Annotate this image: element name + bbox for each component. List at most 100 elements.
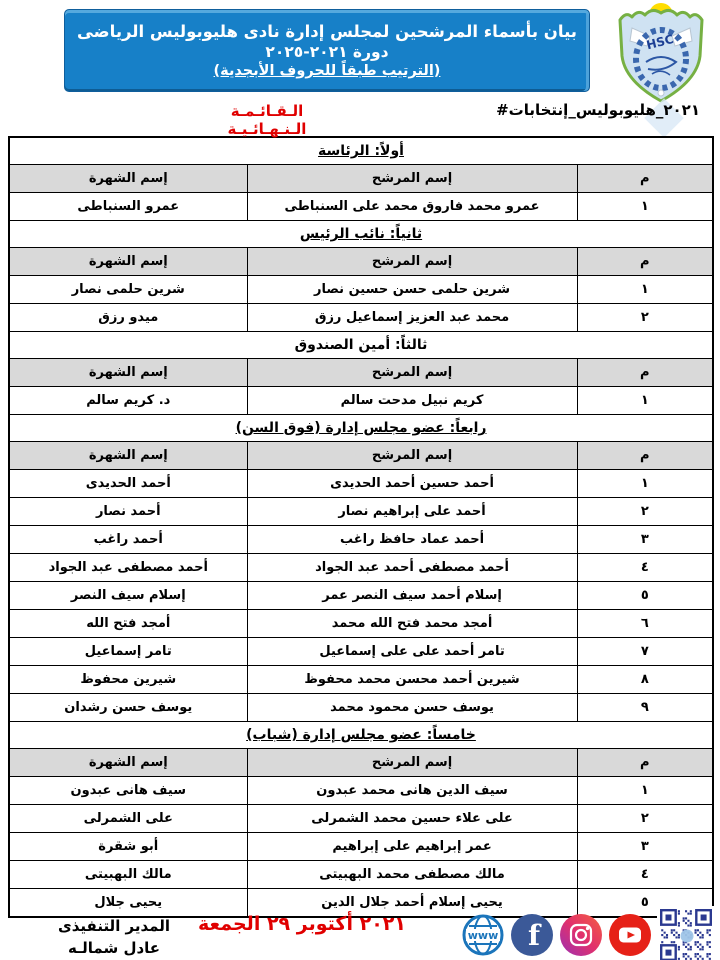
known-as-cell: د. كريم سالم	[8, 386, 248, 415]
section-title: ثانياً: نائب الرئيس	[8, 220, 714, 248]
candidate-name-cell: عمرو محمد فاروق محمد على السنباطى	[246, 192, 578, 221]
candidates-table: أولاً: الرئاسة م إسم المرشح إسم الشهرة ١ عمرو…	[8, 136, 715, 918]
serial-cell: ٣	[576, 525, 714, 554]
date-label: الجمعة ٢٩ أكتوبر ٢٠٢١	[198, 913, 406, 935]
youtube-icon	[608, 913, 652, 957]
serial-cell: ٨	[576, 665, 714, 694]
globe-www-icon: www	[461, 913, 505, 957]
club-logo: HSC	[610, 0, 712, 104]
serial-cell: ٢	[576, 497, 714, 526]
social-icons-row: www f	[461, 906, 715, 960]
section-title-row: ثالثاً: أمين الصندوق	[8, 331, 714, 359]
candidate-row: ١ سيف الدين هانى محمد عبدون سيف هانى عبدون	[8, 776, 714, 805]
banner-line-3: (الترتيب طبقاً للحروف الأبجدية)	[213, 63, 441, 79]
final-list-label: الـقـائـمـة الـنـهـائـيـة	[227, 102, 307, 138]
known-as-cell: شيرين محفوظ	[8, 665, 248, 694]
known-as-cell: عمرو السنباطى	[8, 192, 248, 221]
section-title: أولاً: الرئاسة	[8, 136, 714, 165]
known-as-cell: مالك البهبيتى	[8, 860, 248, 889]
candidate-row: ٥ يحيى إسلام أحمد جلال الدين يحيى جلال	[8, 888, 714, 918]
banner-line-1: بيان بأسماء المرشحين لمجلس إدارة نادى هل…	[76, 22, 577, 41]
candidate-name-cell: أحمد عماد حافظ راغب	[246, 525, 578, 554]
known-as-column-header: إسم الشهرة	[8, 748, 248, 777]
known-as-cell: شرين حلمى نصار	[8, 275, 248, 304]
candidate-row: ٣ أحمد عماد حافظ راغب أحمد راغب	[8, 525, 714, 554]
candidate-name-cell: أحمد حسين أحمد الحديدى	[246, 469, 578, 498]
known-as-cell: تامر إسماعيل	[8, 637, 248, 666]
serial-cell: ٧	[576, 637, 714, 666]
candidate-column-header: إسم المرشح	[246, 441, 578, 470]
serial-cell: ٢	[576, 804, 714, 833]
signature-block: المدير التنفيذى عادل شمالـه	[38, 915, 190, 959]
candidate-name-cell: تامر أحمد على على إسماعيل	[246, 637, 578, 666]
candidate-column-header: إسم المرشح	[246, 164, 578, 193]
section-title-row: أولاً: الرئاسة	[8, 136, 714, 165]
candidate-row: ٨ شيرين أحمد محسن محمد محفوظ شيرين محفوظ	[8, 665, 714, 694]
candidate-column-header: إسم المرشح	[246, 247, 578, 276]
candidate-name-cell: على علاء حسين محمد الشمرلى	[246, 804, 578, 833]
known-as-cell: أمجد فتح الله	[8, 609, 248, 638]
known-as-cell: سيف هانى عبدون	[8, 776, 248, 805]
candidate-name-cell: عمر إبراهيم على إبراهيم	[246, 832, 578, 861]
serial-column-header: م	[576, 358, 714, 387]
candidate-row: ١ أحمد حسين أحمد الحديدى أحمد الحديدى	[8, 469, 714, 498]
known-as-cell: يوسف حسن رشدان	[8, 693, 248, 722]
candidate-row: ٧ تامر أحمد على على إسماعيل تامر إسماعيل	[8, 637, 714, 666]
known-as-cell: أحمد نصار	[8, 497, 248, 526]
signature-name: عادل شمالـه	[67, 939, 161, 957]
serial-column-header: م	[576, 748, 714, 777]
serial-column-header: م	[576, 441, 714, 470]
section-title-row: رابعاً: عضو مجلس إدارة (فوق السن)	[8, 414, 714, 442]
serial-cell: ٥	[576, 581, 714, 610]
candidate-name-cell: يوسف حسن محمود محمد	[246, 693, 578, 722]
column-header-row: م إسم المرشح إسم الشهرة	[8, 247, 714, 276]
candidate-row: ٣ عمر إبراهيم على إبراهيم أبو شقرة	[8, 832, 714, 861]
known-as-cell: أحمد الحديدى	[8, 469, 248, 498]
candidate-row: ٤ مالك مصطفى محمد البهبيتى مالك البهبيتى	[8, 860, 714, 889]
club-logo-monogram: HSC	[645, 32, 675, 52]
column-header-row: م إسم المرشح إسم الشهرة	[8, 441, 714, 470]
serial-cell: ١	[576, 469, 714, 498]
svg-text:www: www	[468, 929, 499, 942]
known-as-column-header: إسم الشهرة	[8, 441, 248, 470]
serial-cell: ٩	[576, 693, 714, 722]
known-as-cell: أحمد مصطفى عبد الجواد	[8, 553, 248, 582]
serial-column-header: م	[576, 164, 714, 193]
section-title: رابعاً: عضو مجلس إدارة (فوق السن)	[8, 414, 714, 442]
candidate-name-cell: أحمد مصطفى أحمد عبد الجواد	[246, 553, 578, 582]
candidate-row: ٢ على علاء حسين محمد الشمرلى على الشمرلى	[8, 804, 714, 833]
candidate-row: ٢ محمد عبد العزيز إسماعيل رزق ميدو رزق	[8, 303, 714, 332]
svg-text:f: f	[528, 919, 542, 952]
instagram-icon	[559, 913, 603, 957]
serial-cell: ١	[576, 776, 714, 805]
banner-line-2: دورة ٢٠٢١-٢٠٢٥	[265, 43, 389, 61]
candidate-row: ٩ يوسف حسن محمود محمد يوسف حسن رشدان	[8, 693, 714, 722]
candidate-row: ٤ أحمد مصطفى أحمد عبد الجواد أحمد مصطفى عب…	[8, 553, 714, 582]
title-banner: بيان بأسماء المرشحين لمجلس إدارة نادى هل…	[64, 9, 590, 92]
known-as-cell: ميدو رزق	[8, 303, 248, 332]
known-as-cell: إسلام سيف النصر	[8, 581, 248, 610]
candidate-name-cell: سيف الدين هانى محمد عبدون	[246, 776, 578, 805]
candidate-row: ٦ أمجد محمد فتح الله محمد أمجد فتح الله	[8, 609, 714, 638]
serial-cell: ١	[576, 275, 714, 304]
known-as-cell: أحمد راغب	[8, 525, 248, 554]
candidate-column-header: إسم المرشح	[246, 358, 578, 387]
serial-cell: ٣	[576, 832, 714, 861]
candidate-row: ٥ إسلام أحمد سيف النصر عمر إسلام سيف النصر	[8, 581, 714, 610]
candidate-column-header: إسم المرشح	[246, 748, 578, 777]
candidate-name-cell: كريم نبيل مدحت سالم	[246, 386, 578, 415]
serial-cell: ٥	[576, 888, 714, 918]
hashtag: #إنتخابات_هليوبوليس_٢٠٢١	[496, 101, 700, 119]
known-as-cell: على الشمرلى	[8, 804, 248, 833]
column-header-row: م إسم المرشح إسم الشهرة	[8, 164, 714, 193]
known-as-column-header: إسم الشهرة	[8, 358, 248, 387]
section-title: خامساً: عضو مجلس إدارة (شباب)	[8, 721, 714, 749]
serial-cell: ١	[576, 386, 714, 415]
candidate-row: ١ كريم نبيل مدحت سالم د. كريم سالم	[8, 386, 714, 415]
candidate-name-cell: شيرين أحمد محسن محمد محفوظ	[246, 665, 578, 694]
serial-column-header: م	[576, 247, 714, 276]
candidate-row: ١ عمرو محمد فاروق محمد على السنباطى عمرو ا…	[8, 192, 714, 221]
qr-code-icon	[657, 906, 715, 960]
column-header-row: م إسم المرشح إسم الشهرة	[8, 748, 714, 777]
